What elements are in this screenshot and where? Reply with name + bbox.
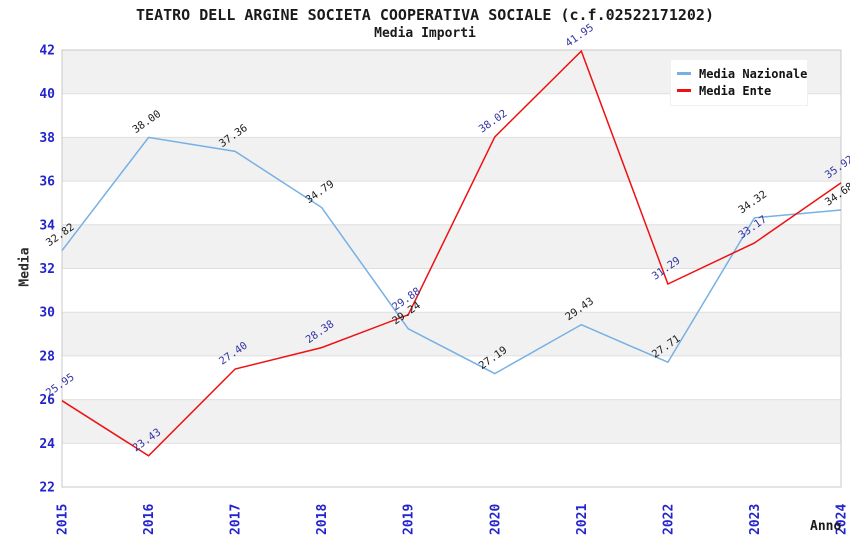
data-label-media-nazionale: 34.32 xyxy=(736,188,769,216)
y-tick-label: 26 xyxy=(39,393,55,408)
y-tick-label: 22 xyxy=(39,481,55,496)
grid-band xyxy=(62,224,841,269)
legend-item-media-nazionale: Media Nazionale xyxy=(677,65,807,82)
plot-border xyxy=(61,49,842,488)
grid-band xyxy=(62,399,841,444)
x-tick-label: 2020 xyxy=(488,504,503,535)
data-label-media-nazionale: 34.79 xyxy=(304,178,337,206)
series-line-media-ente xyxy=(61,49,842,457)
chart-title: TEATRO DELL ARGINE SOCIETA COOPERATIVA S… xyxy=(136,6,714,24)
y-tick-label: 38 xyxy=(39,131,55,146)
y-tick-label: 32 xyxy=(39,262,55,277)
data-label-media-ente: 25.95 xyxy=(44,371,77,399)
data-label-media-nazionale: 38.00 xyxy=(130,108,163,136)
chart-subtitle: Media Importi xyxy=(374,26,476,41)
y-tick-label: 30 xyxy=(39,306,55,321)
x-tick-label: 2019 xyxy=(402,504,417,535)
legend-swatch-media-ente-icon xyxy=(677,89,691,92)
x-tick-label: 2017 xyxy=(229,504,244,535)
legend: Media Nazionale Media Ente xyxy=(670,59,808,106)
legend-item-media-ente: Media Ente xyxy=(677,82,801,99)
data-label-media-ente: 38.02 xyxy=(477,108,510,136)
x-tick-label: 2015 xyxy=(56,504,71,535)
y-tick-label: 40 xyxy=(39,87,55,102)
x-tick-label: 2018 xyxy=(315,504,330,535)
x-tick-label: 2021 xyxy=(575,504,590,535)
grid-band xyxy=(62,137,841,182)
grid-band xyxy=(62,312,841,356)
x-tick-label: 2016 xyxy=(142,504,157,535)
y-tick-label: 24 xyxy=(39,437,55,452)
y-tick-label: 36 xyxy=(39,175,55,190)
legend-label-media-ente: Media Ente xyxy=(699,83,772,98)
x-tick-label: 2022 xyxy=(661,504,676,535)
x-axis-title: Anno xyxy=(810,519,842,534)
legend-swatch-media-nazionale-icon xyxy=(677,72,691,75)
data-label-media-nazionale: 34.68 xyxy=(823,181,850,209)
y-tick-label: 34 xyxy=(39,218,55,233)
x-tick-label: 2023 xyxy=(748,504,763,535)
x-tick-label: 2024 xyxy=(835,504,850,535)
data-label-media-ente: 41.95 xyxy=(563,22,596,50)
legend-label-media-nazionale: Media Nazionale xyxy=(699,66,808,81)
series-line-media-nazionale xyxy=(61,136,842,375)
y-tick-label: 42 xyxy=(39,44,55,59)
y-tick-label: 28 xyxy=(39,349,55,364)
